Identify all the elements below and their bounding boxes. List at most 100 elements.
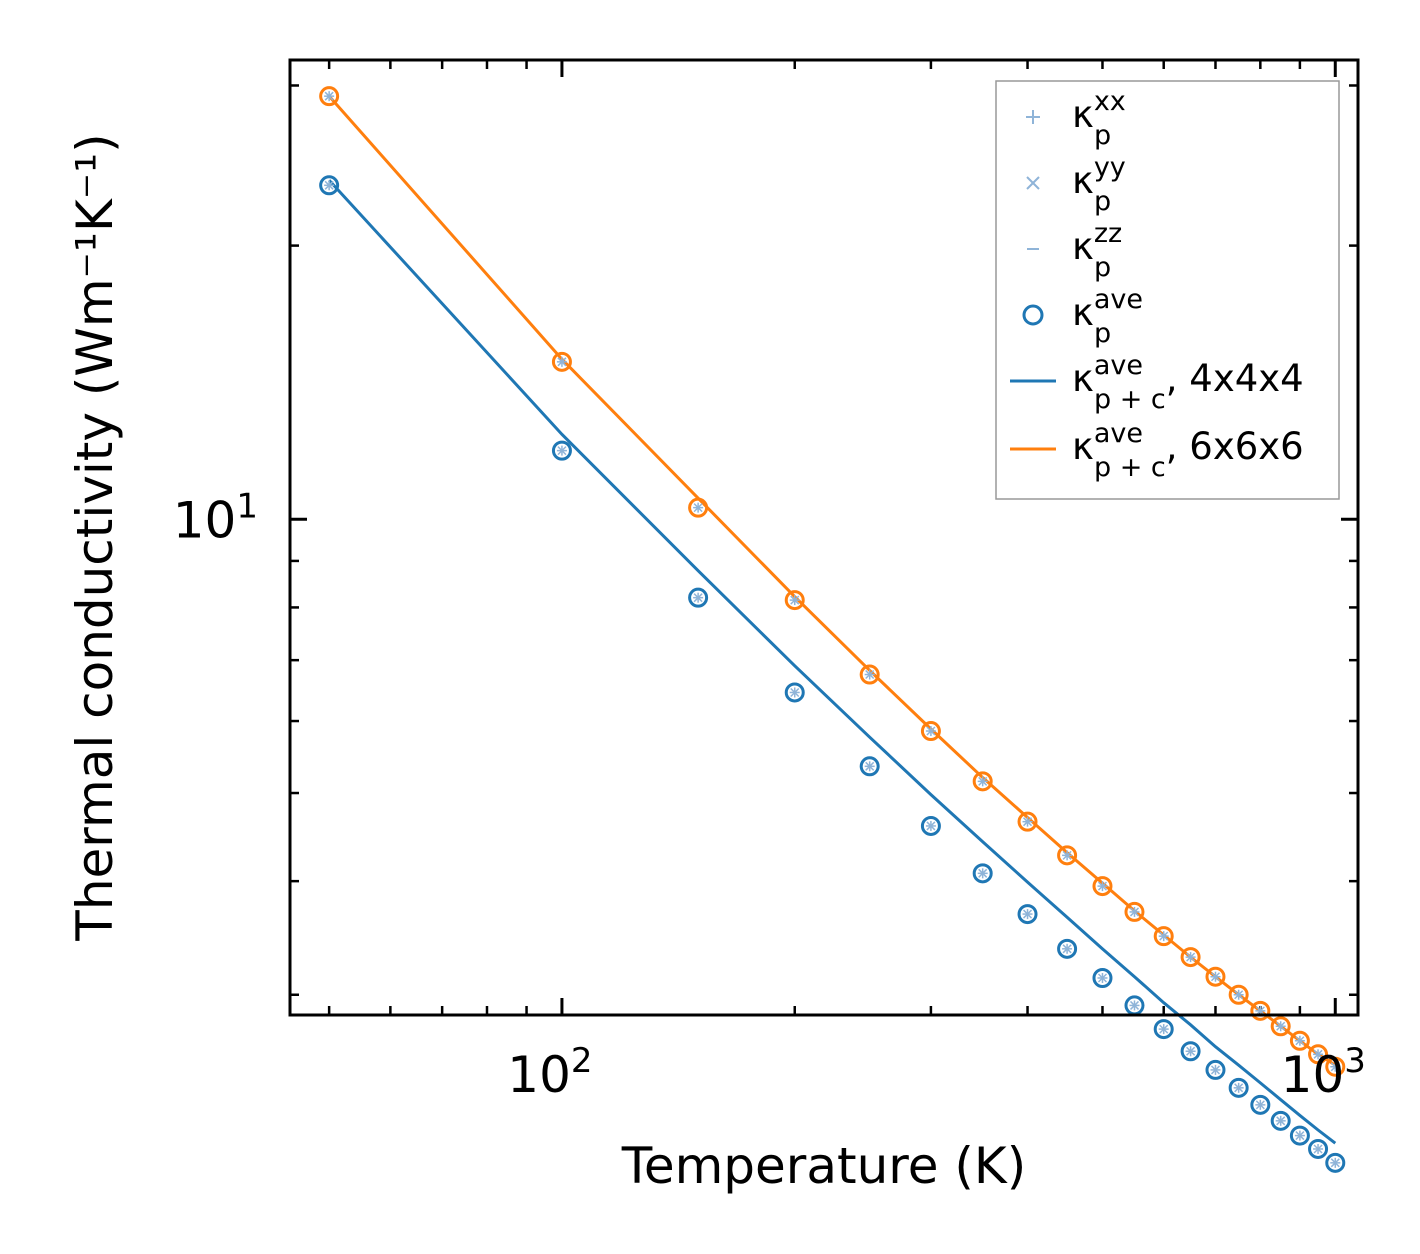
x-tick-label: 102 bbox=[507, 1041, 592, 1104]
legend-label: κzz p bbox=[1072, 218, 1122, 283]
data-point bbox=[1153, 926, 1174, 947]
data-point bbox=[972, 771, 993, 792]
data-point bbox=[1092, 967, 1113, 988]
data-point bbox=[1250, 1094, 1271, 1115]
kave-marker bbox=[1308, 1044, 1329, 1065]
tick-labels: 102 103 101 bbox=[173, 486, 1366, 1104]
data-point bbox=[1124, 901, 1145, 922]
data-point bbox=[1205, 966, 1226, 987]
kyy-marker bbox=[790, 595, 800, 605]
data-point bbox=[1017, 811, 1038, 832]
kave-marker bbox=[784, 682, 805, 703]
x-tick-label: 103 bbox=[1281, 1041, 1366, 1104]
kyy-marker bbox=[1062, 944, 1072, 954]
kave-marker bbox=[1270, 1016, 1291, 1037]
data-point bbox=[859, 664, 880, 685]
data-point bbox=[1270, 1110, 1291, 1131]
kyy-marker bbox=[1210, 972, 1221, 982]
kave-marker bbox=[688, 587, 709, 608]
kave-marker bbox=[1228, 984, 1249, 1005]
legend-label: κave p + c, 6x6x6 bbox=[1072, 418, 1304, 483]
kave-marker bbox=[1289, 1125, 1310, 1146]
kave-marker bbox=[1092, 967, 1113, 988]
kyy-marker bbox=[865, 669, 875, 680]
kave-marker bbox=[859, 756, 880, 777]
data-point bbox=[551, 351, 572, 372]
kave-marker bbox=[1205, 1059, 1226, 1080]
data-point bbox=[551, 440, 572, 461]
kyy-marker bbox=[1210, 1065, 1221, 1075]
data-point bbox=[972, 863, 993, 884]
kave-marker bbox=[1017, 904, 1038, 925]
kyy-marker bbox=[1330, 1062, 1340, 1072]
kave-marker bbox=[1180, 947, 1201, 968]
data-point bbox=[1205, 1059, 1226, 1080]
legend-item: κave p bbox=[1022, 284, 1143, 349]
kyy-marker bbox=[1186, 1046, 1196, 1056]
legend-label: κyy p bbox=[1072, 152, 1126, 217]
kyy-marker bbox=[324, 91, 334, 101]
kyy-marker bbox=[1255, 1100, 1265, 1110]
data-point bbox=[920, 815, 941, 836]
data-point bbox=[1325, 1056, 1346, 1077]
kave-marker bbox=[551, 351, 572, 372]
data-point bbox=[1270, 1016, 1291, 1037]
data-point bbox=[1057, 938, 1078, 959]
kave-marker bbox=[1153, 1019, 1174, 1040]
kave-marker bbox=[972, 771, 993, 792]
data-point bbox=[784, 590, 805, 611]
plot-frame bbox=[288, 58, 1360, 1017]
data-point bbox=[319, 175, 340, 196]
legend-box bbox=[995, 80, 1340, 500]
cross-icon bbox=[1026, 176, 1040, 190]
kyy-marker bbox=[926, 821, 936, 831]
kyy-marker bbox=[1097, 973, 1108, 983]
kyy-marker bbox=[1330, 1158, 1340, 1168]
data-point bbox=[1180, 1041, 1201, 1062]
kave-marker bbox=[1124, 901, 1145, 922]
kave-marker bbox=[784, 590, 805, 611]
data-point bbox=[319, 86, 340, 107]
kave-marker bbox=[319, 175, 340, 196]
x-axis-label: Temperature (K) bbox=[621, 1137, 1026, 1195]
legend-label: κxx p bbox=[1072, 86, 1126, 151]
kave-marker bbox=[1205, 966, 1226, 987]
data-point bbox=[1308, 1138, 1329, 1159]
data-point bbox=[859, 756, 880, 777]
kave-marker bbox=[1270, 1110, 1291, 1131]
data-point bbox=[1057, 845, 1078, 866]
kave-marker bbox=[1308, 1138, 1329, 1159]
legend-item: κave p + c, 4x4x4 bbox=[1010, 350, 1304, 415]
kyy-marker bbox=[557, 446, 567, 456]
data-point bbox=[1289, 1030, 1310, 1051]
kyy-marker bbox=[978, 868, 988, 878]
kave-marker bbox=[1153, 926, 1174, 947]
kave-marker bbox=[920, 815, 941, 836]
kave-marker bbox=[1289, 1030, 1310, 1051]
kave-marker bbox=[688, 497, 709, 518]
series-line-2 bbox=[328, 179, 1337, 1145]
kave-marker bbox=[972, 863, 993, 884]
kyy-marker bbox=[1097, 881, 1108, 891]
y-axis-label: Thermal conductivity (Wm⁻¹K⁻¹) bbox=[66, 133, 124, 941]
y-tick-label: 101 bbox=[173, 486, 258, 549]
legend-item: κave p + c, 6x6x6 bbox=[1010, 418, 1304, 483]
kave-marker bbox=[1057, 938, 1078, 959]
kave-marker bbox=[1228, 1077, 1249, 1098]
legend-item: κxx p bbox=[1026, 86, 1126, 151]
kyy-marker bbox=[324, 180, 334, 190]
data-point bbox=[1180, 947, 1201, 968]
legend-item: κyy p bbox=[1026, 152, 1126, 217]
kave-marker bbox=[319, 86, 340, 107]
kyy-marker bbox=[1295, 1131, 1305, 1141]
kyy-marker bbox=[1234, 990, 1244, 1000]
data-point bbox=[1153, 1019, 1174, 1040]
data-point bbox=[1228, 1077, 1249, 1098]
data-point bbox=[1289, 1125, 1310, 1146]
kave-marker bbox=[551, 440, 572, 461]
kave-marker bbox=[1250, 1094, 1271, 1115]
kave-marker bbox=[1017, 811, 1038, 832]
kyy-marker bbox=[1276, 1116, 1286, 1126]
